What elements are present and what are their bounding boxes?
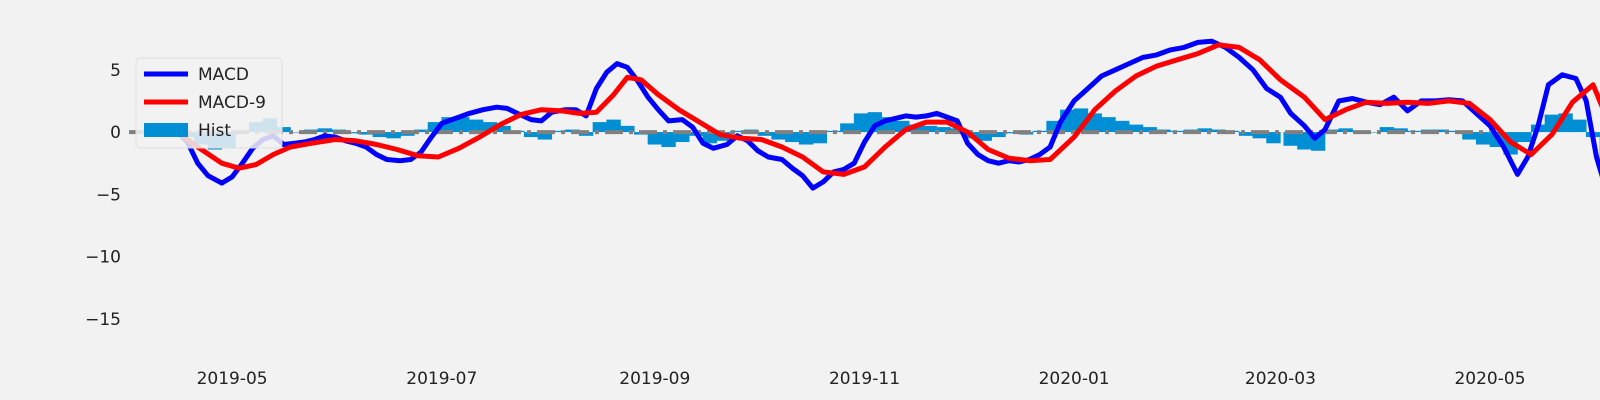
hist-bar-68 <box>1115 120 1130 133</box>
hist-bar-81 <box>1297 132 1312 150</box>
hist-bar-27 <box>551 130 566 133</box>
hist-bar-18 <box>427 122 443 133</box>
hist-bar-12 <box>345 132 360 134</box>
series-lines <box>174 38 1600 191</box>
hist-bar-23 <box>496 125 511 133</box>
legend-label: MACD <box>198 65 249 85</box>
hist-bar-15 <box>386 132 401 139</box>
hist-bar-8 <box>290 132 305 133</box>
hist-bar-77 <box>1238 132 1254 136</box>
hist-bar-86 <box>1365 132 1381 133</box>
hist-bar-40 <box>730 130 745 133</box>
y-tick-label: 0 <box>110 123 121 143</box>
hist-bar-49 <box>853 113 869 133</box>
x-axis-ticks: 2019-05 2019-07 2019-09 2019-11 2020-01 2020-… <box>197 369 1526 389</box>
hist-bar-69 <box>1128 124 1144 133</box>
hist-bar-31 <box>606 119 621 133</box>
x-tick-label: 2019-11 <box>829 369 900 389</box>
hist-bar-91 <box>1434 129 1450 133</box>
hist-bar-32 <box>620 125 635 133</box>
y-axis-ticks: 5 0 −5 −10 −15 <box>85 61 121 330</box>
hist-bar-14 <box>372 132 388 138</box>
hist-bar-17 <box>413 129 429 133</box>
series-line-macd-9 <box>174 42 1600 177</box>
hist-bar-58 <box>977 132 992 141</box>
x-tick-label: 2019-09 <box>619 369 690 389</box>
hist-bar-79 <box>1266 132 1281 144</box>
legend-items: MACD MACD-9 Hist <box>144 65 266 141</box>
hist-bar-74 <box>1197 128 1212 133</box>
hist-bar-20 <box>455 117 470 133</box>
hist-bar-52 <box>895 120 910 133</box>
hist-bar-30 <box>592 122 608 133</box>
hist-bar-35 <box>661 132 676 148</box>
hist-bar-101 <box>1572 119 1587 133</box>
legend-label: Hist <box>198 121 231 141</box>
hist-bar-78 <box>1252 132 1267 139</box>
hist-bar-59 <box>991 132 1006 138</box>
hist-bar-60 <box>1005 132 1020 134</box>
hist-bar-43 <box>771 132 786 140</box>
hist-bar-21 <box>468 119 484 133</box>
hist-bar-36 <box>675 132 690 143</box>
y-tick-label: 5 <box>110 61 121 81</box>
hist-bar-22 <box>482 122 498 133</box>
hist-bar-26 <box>537 132 553 140</box>
hist-bar-54 <box>922 125 937 133</box>
hist-bar-45 <box>798 132 814 145</box>
hist-bar-97 <box>1517 132 1532 143</box>
hist-bar-34 <box>647 132 663 145</box>
y-tick-label: −15 <box>85 310 121 330</box>
hist-bar-87 <box>1379 127 1395 133</box>
hist-bar-94 <box>1475 132 1491 145</box>
hist-bar-80 <box>1283 132 1298 146</box>
hist-bar-42 <box>757 132 772 136</box>
legend-label: MACD-9 <box>198 93 266 113</box>
hist-bar-38 <box>702 132 718 144</box>
hist-bar-46 <box>812 132 827 144</box>
hist-bar-93 <box>1462 132 1477 140</box>
hist-bar-44 <box>785 132 800 143</box>
x-tick-label: 2020-01 <box>1039 369 1110 389</box>
hist-bar-67 <box>1101 117 1116 133</box>
x-tick-label: 2019-07 <box>406 369 477 389</box>
hist-bar-55 <box>936 127 951 133</box>
hist-bar-7 <box>276 127 291 133</box>
x-tick-label: 2020-03 <box>1245 369 1316 389</box>
hist-bar-63 <box>1046 120 1061 133</box>
legend-swatch-hist <box>144 123 188 137</box>
y-tick-label: −5 <box>96 185 121 205</box>
hist-bar-13 <box>358 132 374 135</box>
y-tick-label: −10 <box>85 248 121 268</box>
hist-bar-25 <box>523 132 539 138</box>
hist-bar-72 <box>1170 130 1185 133</box>
hist-bar-48 <box>840 123 855 133</box>
x-tick-label: 2020-05 <box>1454 369 1525 389</box>
x-tick-label: 2019-05 <box>197 369 268 389</box>
series-line-macd <box>174 38 1600 191</box>
legend: MACD MACD-9 Hist <box>135 57 283 149</box>
hist-bar-70 <box>1142 127 1157 133</box>
